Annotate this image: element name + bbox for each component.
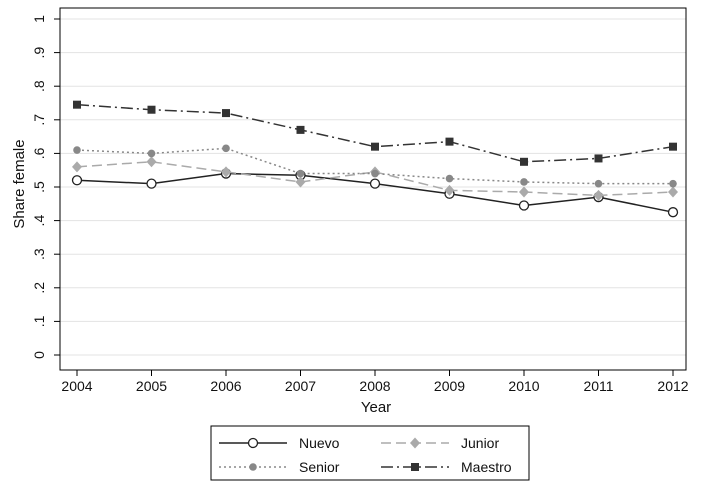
y-axis-label: Share female: [11, 139, 28, 228]
data-point: [594, 179, 603, 188]
data-point: [594, 154, 603, 163]
legend-box: [210, 425, 530, 481]
y-tick-label: .8: [31, 80, 47, 92]
legend: Nuevo Junior Senior Maestro: [210, 425, 530, 481]
series-line: [76, 103, 674, 163]
legend-label: Senior: [299, 459, 340, 475]
data-point: [296, 125, 305, 134]
data-point: [71, 175, 83, 186]
legend-item: Maestro: [381, 459, 512, 475]
data-point: [147, 105, 156, 114]
data-point: [520, 178, 528, 186]
x-axis: 2004 2005 2006 2007 2008 2009 2010 2011 2012: [61, 370, 689, 394]
y-axis: 0 .1 .2 .3 .4 .5 .6 .7 .8 .9 1: [31, 15, 60, 359]
y-tick-label: .1: [31, 315, 47, 327]
data-point: [73, 146, 81, 154]
y-tick-label: 0: [31, 351, 47, 359]
data-point: [410, 437, 420, 449]
y-tick-label: .4: [31, 215, 47, 227]
data-point: [371, 142, 379, 151]
data-point: [445, 137, 454, 146]
legend-item: Junior: [381, 435, 499, 451]
data-point: [249, 463, 257, 471]
plot-frame: [59, 7, 687, 371]
legend-item: Nuevo: [219, 435, 340, 451]
legend-label: Nuevo: [299, 435, 340, 451]
x-tick-label: 2009: [434, 378, 465, 394]
data-point: [445, 174, 454, 183]
y-tick-label: .5: [31, 181, 47, 193]
data-point: [73, 100, 81, 109]
x-axis-label: Year: [361, 399, 391, 416]
legend-item: Senior: [219, 459, 340, 475]
x-tick-label: 2012: [657, 378, 688, 394]
y-tick-label: .2: [31, 282, 47, 294]
x-tick-label: 2006: [210, 378, 241, 394]
data-point: [520, 157, 528, 166]
data-point: [371, 169, 379, 178]
x-tick-label: 2010: [508, 378, 539, 394]
data-point: [444, 184, 455, 196]
y-tick-label: .9: [31, 47, 47, 59]
data-point: [146, 156, 157, 168]
data-point: [669, 142, 677, 151]
data-point: [221, 166, 231, 178]
y-tick-label: .7: [31, 114, 47, 126]
data-point: [222, 144, 230, 153]
data-point: [519, 186, 529, 198]
data-point: [518, 200, 530, 211]
y-tick-label: .3: [31, 248, 47, 260]
x-tick-label: 2005: [136, 378, 167, 394]
x-tick-label: 2004: [61, 378, 92, 394]
data-point: [411, 463, 419, 471]
data-point: [247, 437, 259, 449]
data-point: [146, 178, 157, 189]
series-line: [76, 147, 673, 185]
series-group: [71, 100, 679, 218]
series-maestro: [73, 100, 677, 166]
data-point: [593, 189, 604, 201]
data-point: [668, 186, 678, 198]
data-point: [296, 169, 305, 178]
data-point: [295, 176, 306, 188]
legend-label: Junior: [461, 435, 499, 451]
data-point: [369, 178, 381, 189]
series-senior: [73, 144, 677, 188]
y-tick-label: .6: [31, 147, 47, 159]
x-tick-label: 2011: [583, 378, 613, 394]
data-point: [669, 179, 677, 188]
legend-label: Maestro: [461, 459, 512, 475]
x-tick-label: 2007: [285, 378, 316, 394]
x-tick-label: 2008: [359, 378, 390, 394]
data-point: [222, 109, 230, 118]
data-point: [72, 161, 82, 173]
data-point: [147, 149, 156, 158]
y-tick-label: 1: [31, 15, 47, 23]
data-point: [667, 207, 679, 218]
